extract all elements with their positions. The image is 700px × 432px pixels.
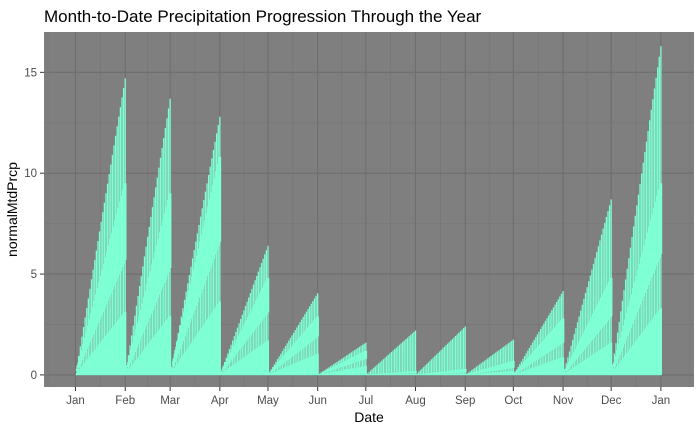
x-tick-label: Sep	[455, 395, 475, 407]
y-axis: 0 5 10 15	[24, 67, 44, 382]
x-tick-label: Jun	[308, 395, 327, 407]
x-tick-label: Jan	[652, 395, 671, 407]
x-tick-label: Dec	[601, 395, 622, 407]
x-tick-label: Oct	[504, 395, 523, 407]
y-tick-label: 5	[31, 269, 37, 281]
y-tick-label: 10	[24, 168, 37, 180]
y-axis-title: normalMtdPrcp	[4, 162, 20, 257]
x-tick-label: Feb	[115, 395, 135, 407]
y-tick-label: 15	[24, 67, 37, 79]
x-tick-label: Apr	[211, 395, 229, 407]
x-axis-title: Date	[354, 409, 384, 425]
x-tick-label: Mar	[160, 395, 180, 407]
x-tick-label: Jan	[66, 395, 85, 407]
y-tick-label: 0	[31, 370, 37, 382]
x-tick-label: May	[257, 395, 279, 407]
x-tick-label: Aug	[405, 395, 425, 407]
x-tick-label: Jul	[358, 395, 373, 407]
chart-title: Month-to-Date Precipitation Progression …	[44, 7, 482, 26]
x-axis: Jan Feb Mar Apr May Jun Jul Aug Sep Oct Nov Dec Jan	[66, 387, 670, 407]
x-tick-label: Nov	[553, 395, 574, 407]
